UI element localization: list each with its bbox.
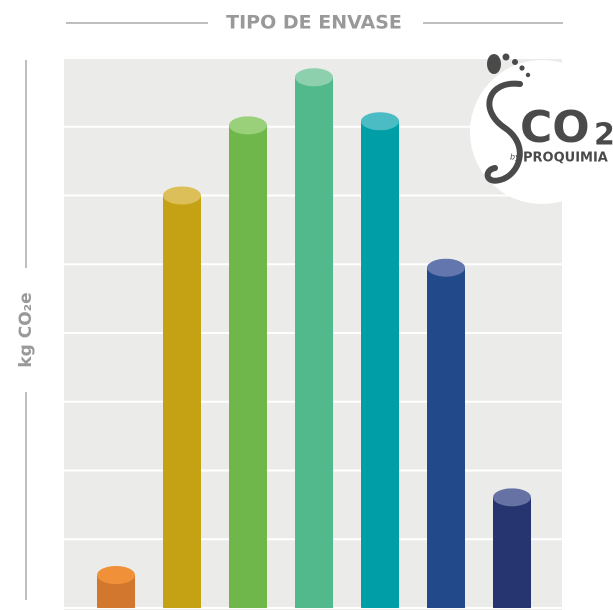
logo-toe [512,59,518,65]
y-axis-label: kg CO₂e [16,292,36,367]
logo-brand: PROQUIMIA [523,151,608,166]
logo-swirl [484,80,523,184]
bar [493,497,531,608]
bar-cap [427,258,465,277]
logo-badge [470,60,613,204]
logo: CO 2 by PROQUIMIA [470,53,613,204]
bar [361,121,399,608]
bar [295,77,333,608]
bar-cap [229,116,267,135]
bar-cap [163,186,201,205]
chart-title: TIPO DE ENVASE [226,12,402,34]
logo-toe [525,72,531,78]
logo-mark: CO [520,102,590,153]
bar-cap [97,566,135,584]
logo-toe [502,53,510,61]
logo-foot [487,54,501,74]
logo-toe [519,65,525,71]
bar-cap [295,68,333,87]
logo-sub: 2 [594,118,613,153]
bar [229,125,267,608]
bar [427,267,465,608]
bar-cap [361,112,399,131]
bar-cap [493,488,531,507]
bar [163,195,201,608]
logo-by: by [510,153,520,162]
